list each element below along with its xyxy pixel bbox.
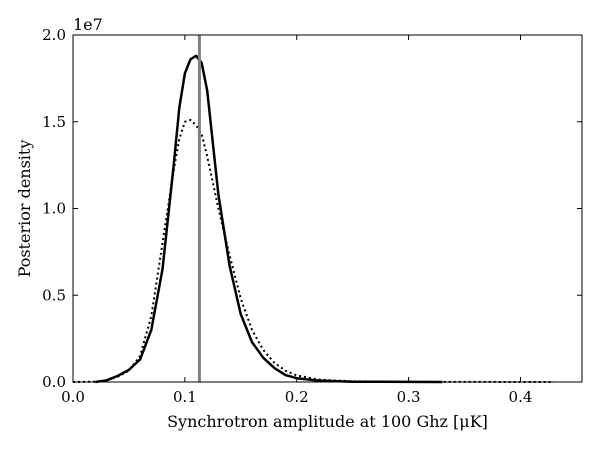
x-tick-label: 0.0: [61, 388, 85, 406]
y-offset-label: 1e7: [73, 15, 103, 34]
x-tick-label: 0.1: [173, 388, 197, 406]
plot-frame: [72, 34, 583, 383]
series-layer: [72, 54, 555, 384]
solid-density-curve: [95, 54, 443, 384]
dotted-density-curve: [72, 119, 555, 383]
y-tick-label: 0.5: [42, 286, 66, 304]
x-tick-label: 0.4: [509, 388, 533, 406]
x-tick-label: 0.2: [285, 388, 309, 406]
y-tick-label: 1.0: [42, 200, 66, 218]
y-axis-label: Posterior density: [15, 140, 34, 278]
y-tick-label: 1.5: [42, 113, 66, 131]
ticks-layer: 0.0 0.1 0.2 0.3 0.4 0.0 0.5 1.0 1.5 2.0: [42, 26, 582, 406]
x-axis-label: Synchrotron amplitude at 100 Ghz [μK]: [167, 412, 488, 431]
y-tick-label: 0.0: [42, 373, 66, 391]
y-tick-label: 2.0: [42, 26, 66, 44]
x-tick-label: 0.3: [397, 388, 421, 406]
